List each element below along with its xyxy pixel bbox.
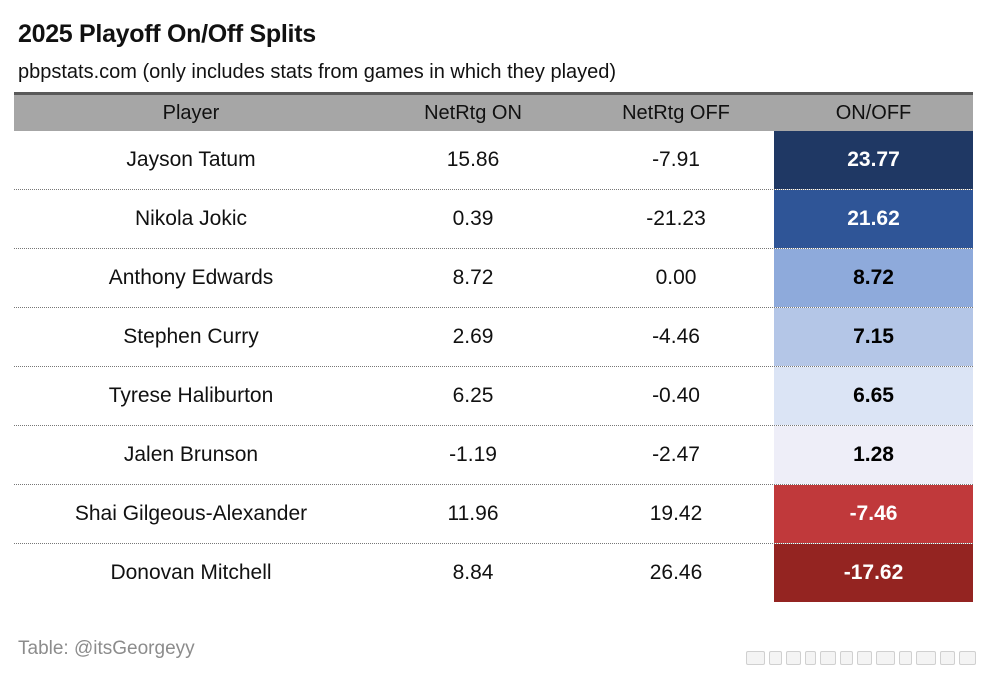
table-row: Donovan Mitchell 8.84 26.46 -17.62 xyxy=(14,544,973,602)
netrtg-off-value: -4.46 xyxy=(652,325,700,348)
player-name: Tyrese Haliburton xyxy=(108,384,274,407)
netrtg-on-value: 8.72 xyxy=(452,266,494,289)
on-off-value: 8.72 xyxy=(774,249,973,307)
netrtg-on-value: 11.96 xyxy=(447,502,499,525)
on-off-table: Player NetRtg ON NetRtg OFF ON/OFF Jayso… xyxy=(14,92,973,602)
page-title: 2025 Playoff On/Off Splits xyxy=(18,20,316,48)
on-off-value: 23.77 xyxy=(774,131,973,189)
table-row: Anthony Edwards 8.72 0.00 8.72 xyxy=(14,249,973,308)
netrtg-off-value: 0.00 xyxy=(655,266,697,289)
player-name: Jayson Tatum xyxy=(126,148,256,171)
on-off-value: 1.28 xyxy=(774,426,973,484)
netrtg-off-value: -0.40 xyxy=(652,384,700,407)
player-name: Donovan Mitchell xyxy=(110,561,272,584)
on-off-value: 21.62 xyxy=(774,190,973,248)
netrtg-on-value: 6.25 xyxy=(452,384,494,407)
on-off-value: -7.46 xyxy=(774,485,973,543)
header-netrtg-off: NetRtg OFF xyxy=(622,101,730,124)
player-name: Nikola Jokic xyxy=(134,207,248,230)
header-on-off: ON/OFF xyxy=(835,101,912,124)
watermark-logo xyxy=(746,650,977,666)
netrtg-on-value: 0.39 xyxy=(452,207,494,230)
player-name: Shai Gilgeous-Alexander xyxy=(74,502,308,525)
netrtg-off-value: 19.42 xyxy=(649,502,703,525)
page-subtitle: pbpstats.com (only includes stats from g… xyxy=(18,61,617,83)
table-row: Tyrese Haliburton 6.25 -0.40 6.65 xyxy=(14,367,973,426)
table-row: Nikola Jokic 0.39 -21.23 21.62 xyxy=(14,190,973,249)
netrtg-on-value: 8.84 xyxy=(452,561,494,584)
table-row: Jayson Tatum 15.86 -7.91 23.77 xyxy=(14,131,973,190)
netrtg-off-value: -21.23 xyxy=(646,207,706,230)
on-off-value: 7.15 xyxy=(774,308,973,366)
on-off-value: 6.65 xyxy=(774,367,973,425)
table-credit: Table: @itsGeorgeyy xyxy=(18,638,195,659)
header-player: Player xyxy=(162,101,220,124)
table-row: Stephen Curry 2.69 -4.46 7.15 xyxy=(14,308,973,367)
netrtg-on-value: 2.69 xyxy=(452,325,494,348)
player-name: Jalen Brunson xyxy=(123,443,259,466)
player-name: Anthony Edwards xyxy=(108,266,274,289)
netrtg-off-value: -2.47 xyxy=(652,443,700,466)
netrtg-off-value: -7.91 xyxy=(652,148,700,171)
table-body: Jayson Tatum 15.86 -7.91 23.77 Nikola Jokic 0… xyxy=(14,131,973,602)
player-name: Stephen Curry xyxy=(123,325,259,348)
table-row: Shai Gilgeous-Alexander 11.96 19.42 -7.46 xyxy=(14,485,973,544)
netrtg-on-value: -1.19 xyxy=(449,443,497,466)
netrtg-on-value: 15.86 xyxy=(446,148,500,171)
netrtg-off-value: 26.46 xyxy=(649,561,703,584)
table-header: Player NetRtg ON NetRtg OFF ON/OFF xyxy=(14,92,973,131)
table-row: Jalen Brunson -1.19 -2.47 1.28 xyxy=(14,426,973,485)
on-off-value: -17.62 xyxy=(774,544,973,602)
header-netrtg-on: NetRtg ON xyxy=(424,101,522,124)
